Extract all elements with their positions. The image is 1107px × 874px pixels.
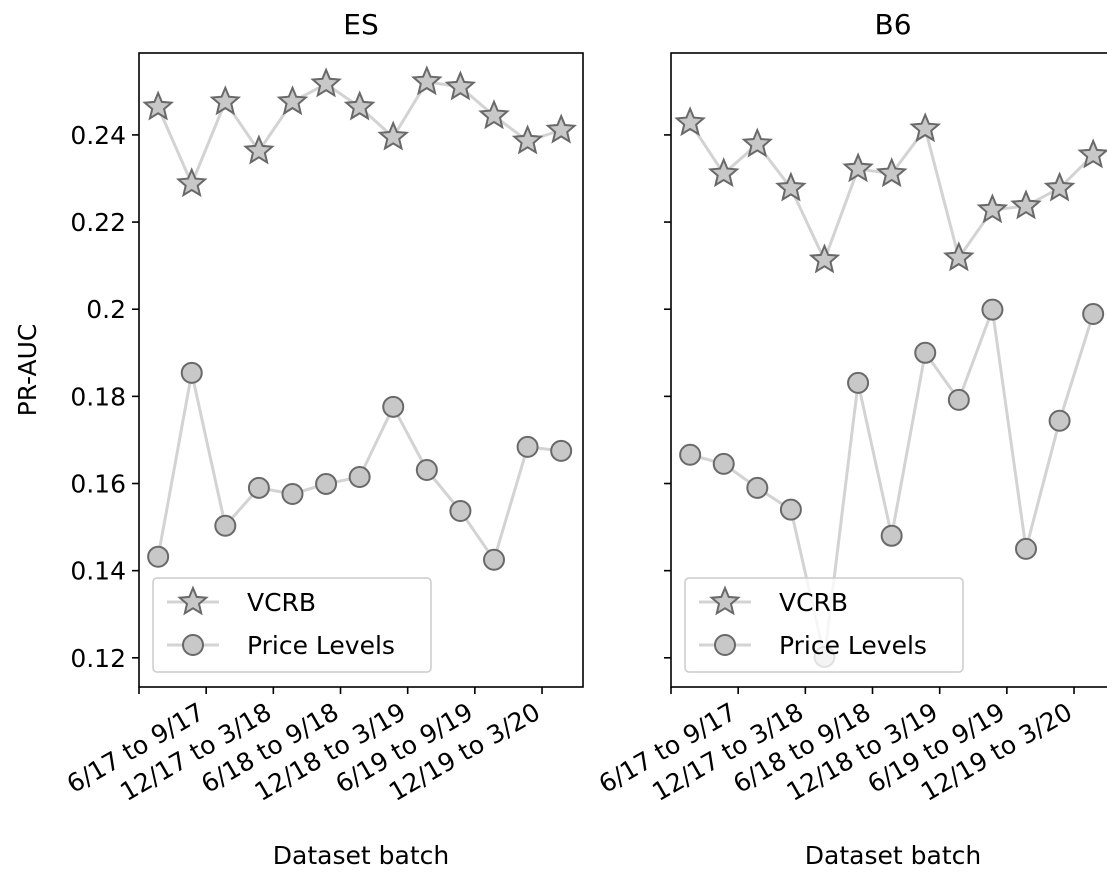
legend-marker: [177, 585, 209, 616]
star-marker: [511, 124, 544, 155]
circle-marker: [247, 476, 270, 499]
star-marker: [310, 67, 342, 98]
star-marker: [842, 152, 874, 183]
circle-marker: [348, 465, 371, 488]
star-marker: [411, 65, 443, 96]
star-marker: [209, 85, 242, 116]
circle-marker: [880, 524, 903, 547]
star-marker: [875, 157, 908, 188]
circle-marker: [449, 499, 472, 522]
circle-marker: [712, 452, 735, 475]
circle-marker: [382, 395, 405, 418]
x-axis-label: Dataset batch: [805, 841, 981, 870]
legend-label: VCRB: [779, 588, 848, 617]
star-marker: [175, 167, 208, 198]
circle-marker: [315, 472, 338, 495]
star-marker: [707, 157, 740, 188]
circle-marker: [746, 476, 769, 499]
star-marker: [1077, 138, 1107, 169]
legend-box: [684, 577, 964, 673]
legend-label: Price Levels: [779, 631, 927, 660]
subplot-title: B6: [874, 8, 911, 41]
axes-frame: [138, 52, 584, 688]
star-marker: [377, 120, 410, 151]
circle-marker: [1014, 537, 1037, 560]
star-marker: [478, 99, 510, 130]
star-marker: [1010, 189, 1042, 220]
y-tick-label: 0.22: [70, 208, 126, 237]
star-marker: [741, 127, 774, 158]
legend-box: [152, 577, 432, 673]
circle-marker: [947, 388, 970, 411]
star-marker: [276, 85, 309, 116]
circle-marker: [550, 439, 573, 462]
star-marker: [775, 171, 807, 202]
legend-marker: [709, 585, 741, 616]
circle-marker: [147, 545, 170, 568]
circle-marker: [482, 548, 505, 571]
star-marker: [674, 106, 706, 137]
circle-marker: [281, 482, 304, 505]
circle-marker: [1048, 409, 1071, 432]
legend-label: Price Levels: [247, 631, 395, 660]
y-tick-label: 0.2: [86, 295, 126, 324]
y-axis-label: PR-AUC: [13, 324, 42, 417]
legend-marker: [182, 634, 204, 656]
star-marker: [142, 90, 174, 121]
circle-marker: [847, 371, 870, 394]
legend-label: VCRB: [247, 588, 316, 617]
circle-marker: [214, 514, 237, 537]
star-marker: [343, 90, 376, 121]
y-tick-label: 0.18: [70, 382, 126, 411]
circle-marker: [914, 341, 937, 364]
circle-marker: [779, 498, 802, 521]
star-marker: [808, 243, 841, 274]
star-marker: [243, 134, 275, 165]
star-marker: [545, 113, 577, 144]
y-tick-label: 0.14: [70, 557, 126, 586]
y-tick-label: 0.16: [70, 470, 126, 499]
x-axis-label: Dataset batch: [273, 841, 449, 870]
circle-marker: [516, 435, 539, 458]
circle-marker: [679, 443, 702, 466]
legend-marker: [714, 634, 736, 656]
star-marker: [943, 241, 975, 272]
star-marker: [909, 112, 942, 143]
star-marker: [444, 70, 477, 101]
circle-marker: [981, 298, 1004, 321]
star-marker: [976, 193, 1009, 224]
axes-frame: [670, 52, 1107, 688]
subplot-title: ES: [343, 8, 378, 41]
y-tick-label: 0.24: [70, 121, 126, 150]
y-tick-label: 0.12: [70, 644, 126, 673]
circle-marker: [1082, 303, 1105, 326]
circle-marker: [180, 361, 203, 384]
star-marker: [1043, 171, 1076, 202]
circle-marker: [415, 459, 438, 482]
